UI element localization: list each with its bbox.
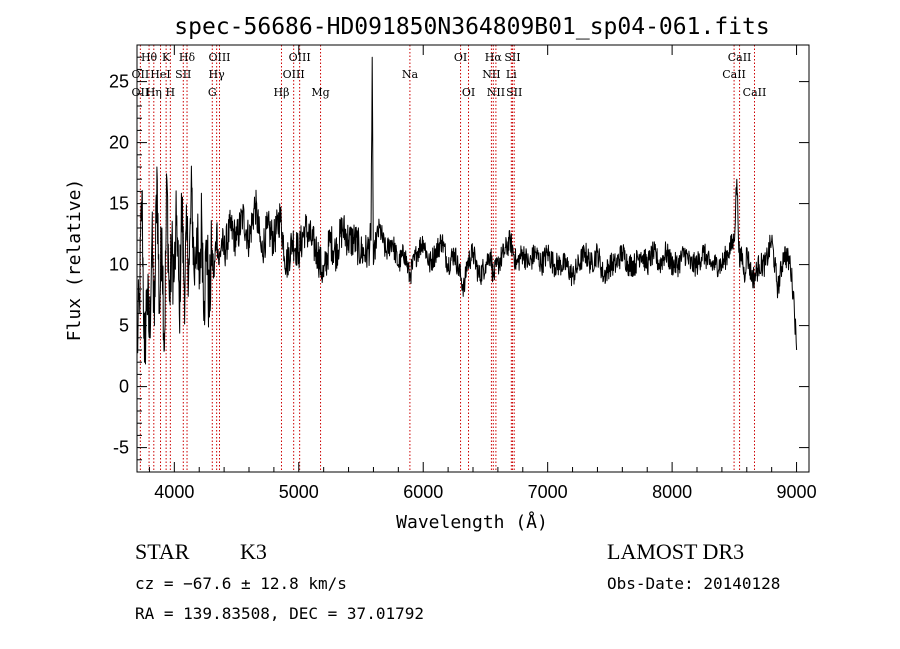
series-layer xyxy=(136,56,798,365)
survey-label: LAMOST DR3 xyxy=(607,539,745,564)
y-axis: -5 0 5 10 15 20 25 xyxy=(109,44,809,461)
spectral-line-label: G xyxy=(208,86,217,99)
x-tick-label: 4000 xyxy=(154,482,194,502)
chart-title: spec-56686-HD091850N364809B01_sp04-061.f… xyxy=(174,14,769,40)
y-tick-label: 25 xyxy=(109,72,129,92)
spectral-line-label: CaII xyxy=(722,68,746,81)
spectral-line-label: OIII xyxy=(208,51,230,64)
spectral-line-label: Li xyxy=(506,68,517,81)
spectral-line-label: CaII xyxy=(728,51,752,64)
spectral-line-label: OIII xyxy=(283,68,305,81)
x-tick-label: 7000 xyxy=(528,482,568,502)
spectral-line-label: OI xyxy=(462,86,475,99)
spectral-line-label: OI xyxy=(454,51,467,64)
x-tick-label: 9000 xyxy=(777,482,817,502)
series-line-spectrum xyxy=(136,56,798,365)
spectral-line-label: H xyxy=(166,86,176,99)
spectral-line-label: Hη xyxy=(146,86,162,99)
cz-label: cz = −67.6 ± 12.8 km/s xyxy=(135,574,347,593)
spectral-line-label: Hα xyxy=(485,51,503,64)
obs-date-label: Obs-Date: 20140128 xyxy=(607,574,781,593)
spectral-line-label: OII xyxy=(132,68,150,81)
y-axis-label: Flux (relative) xyxy=(64,179,85,342)
spectral-line-label: NII xyxy=(482,68,500,81)
spectral-line-label: Hθ xyxy=(141,51,158,64)
spectral-line-label: OIII xyxy=(289,51,311,64)
spectral-line-label: Hγ xyxy=(209,68,226,81)
spectral-line-label: Hβ xyxy=(274,86,290,99)
spectral-line-label: HeI xyxy=(150,68,170,81)
x-tick-label: 5000 xyxy=(279,482,319,502)
spectral-line-label: Hδ xyxy=(179,51,196,64)
spectral-line-label: SII xyxy=(175,68,191,81)
y-tick-label: 0 xyxy=(119,377,129,397)
y-tick-label: -5 xyxy=(113,438,129,458)
spectral-line-label: NII xyxy=(487,86,505,99)
spectral-line-label: Na xyxy=(402,68,419,81)
spectral-line-label: SII xyxy=(504,51,520,64)
spectral-line-label: K xyxy=(162,51,171,64)
y-tick-label: 15 xyxy=(109,194,129,214)
x-tick-label: 8000 xyxy=(652,482,692,502)
x-tick-label: 6000 xyxy=(403,482,443,502)
spectral-line-label: OII xyxy=(132,86,150,99)
coords-label: RA = 139.83508, DEC = 37.01792 xyxy=(135,604,424,623)
spectral-line-label: CaII xyxy=(743,86,767,99)
y-tick-label: 10 xyxy=(109,255,129,275)
class-label: STAR xyxy=(135,539,190,564)
y-tick-label: 20 xyxy=(109,133,129,153)
x-axis-label: Wavelength (Å) xyxy=(396,511,548,533)
spectral-line-label: Mg xyxy=(311,86,329,99)
y-tick-label: 5 xyxy=(119,316,129,336)
x-axis: 4000 5000 6000 7000 8000 9000 xyxy=(148,45,817,502)
subclass-label: K3 xyxy=(240,539,267,564)
spectral-line-label: SII xyxy=(506,86,522,99)
